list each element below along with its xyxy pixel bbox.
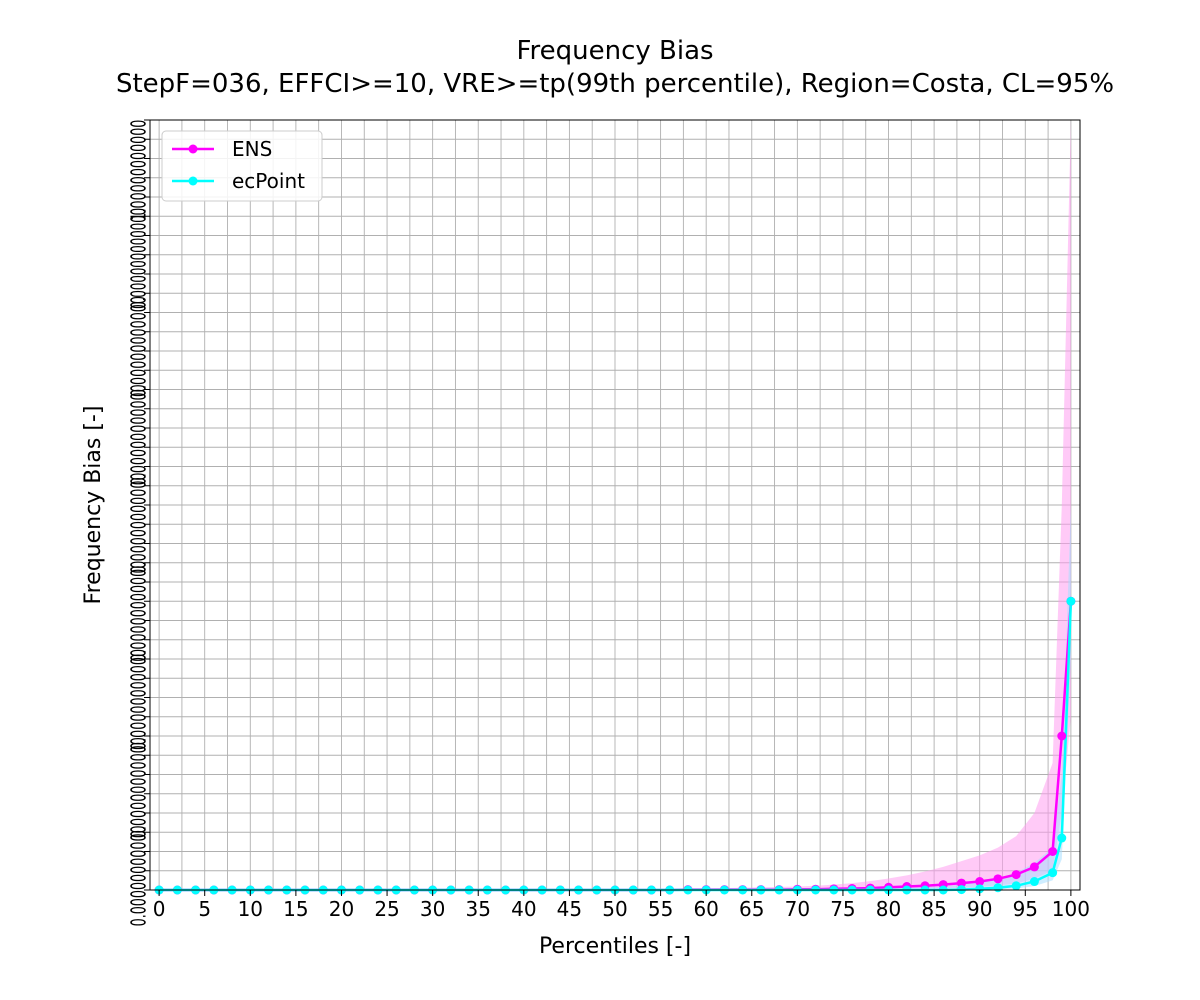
y-tick-label: 0.00000000000: [127, 296, 151, 397]
data-point-ecpoint: [1011, 881, 1021, 891]
data-point-ens: [993, 874, 1003, 884]
y-axis-label: Frequency Bias [-]: [81, 406, 106, 605]
y-tick-label: 0.00000000000: [127, 561, 151, 662]
x-axis-label: Percentiles [-]: [539, 934, 691, 959]
y-tick-label: 0.00000000000: [127, 737, 151, 838]
x-tick-label: 65: [739, 897, 764, 921]
x-tick-label: 5: [198, 897, 211, 921]
x-tick-label: 55: [648, 897, 673, 921]
y-tick-label: 0.00000000000: [127, 473, 151, 574]
chart-subtitle: StepF=036, EFFCI>=10, VRE>=tp(99th perce…: [116, 69, 1114, 99]
x-tick-label: 60: [693, 897, 718, 921]
x-tick-label: 15: [283, 897, 308, 921]
data-point-ecpoint: [1066, 596, 1076, 606]
x-tick-label: 95: [1013, 897, 1038, 921]
x-tick-label: 40: [511, 897, 536, 921]
data-point-ecpoint: [1048, 868, 1058, 878]
data-point-ecpoint: [1029, 877, 1039, 887]
x-tick-label: 0: [153, 897, 166, 921]
x-tick-label: 80: [876, 897, 901, 921]
x-axis-ticks: 0 5 10 15 20 25 30 35 40 45 50 55 60 65 70 75 80 85 90 95 10…: [153, 890, 1090, 921]
y-tick-label: 0.00000000000: [127, 825, 151, 926]
x-tick-label: 25: [374, 897, 399, 921]
data-point-ens: [1011, 870, 1021, 880]
y-tick-label: 1.00000000000: [127, 120, 151, 221]
data-point-ens: [975, 877, 985, 887]
x-tick-label: 45: [557, 897, 582, 921]
x-tick-label: 75: [830, 897, 855, 921]
x-tick-label: 90: [967, 897, 992, 921]
x-tick-label: 10: [238, 897, 263, 921]
x-tick-label: 50: [602, 897, 627, 921]
chart-title: Frequency Bias: [516, 36, 713, 66]
grid: [150, 119, 1080, 891]
legend-swatch-marker: [188, 176, 198, 186]
legend: ENS ecPoint: [161, 130, 323, 202]
x-tick-label: 70: [785, 897, 810, 921]
y-tick-label: 0.00000000000: [127, 384, 151, 485]
data-point-ens: [1057, 731, 1067, 741]
x-tick-label: 20: [329, 897, 354, 921]
x-tick-label: 30: [420, 897, 445, 921]
data-point-ecpoint: [1057, 833, 1067, 843]
data-point-ens: [956, 878, 966, 888]
y-tick-label: 0.00000000000: [127, 649, 151, 750]
legend-label-ecpoint: ecPoint: [232, 169, 305, 193]
data-point-ens: [1048, 847, 1058, 856]
x-tick-label: 35: [466, 897, 491, 921]
x-tick-label: 100: [1052, 897, 1090, 921]
legend-swatch-marker: [188, 144, 198, 154]
data-point-ecpoint: [975, 884, 985, 894]
data-point-ecpoint: [993, 883, 1003, 893]
y-axis-ticks: 1.000000000000.0000000000000.00000000000…: [127, 119, 151, 926]
legend-label-ens: ENS: [232, 137, 272, 161]
x-tick-label: 85: [921, 897, 946, 921]
data-point-ens: [1029, 862, 1039, 872]
y-tick-label: 0.000000000000: [127, 208, 151, 309]
